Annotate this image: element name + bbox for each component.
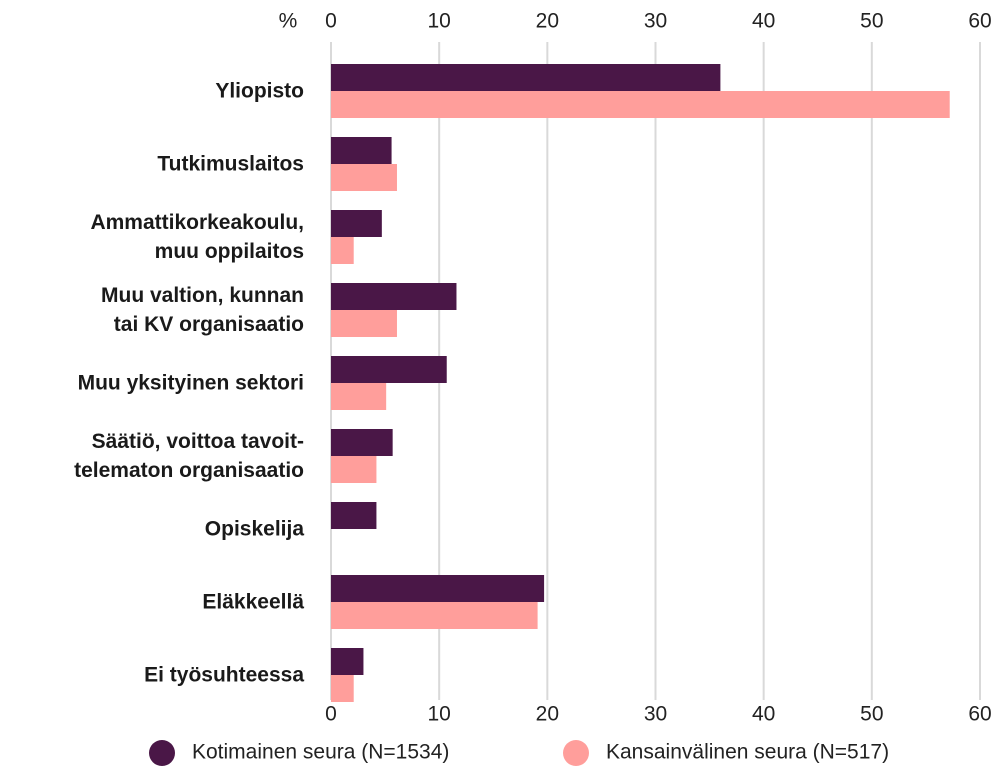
- bar: [331, 310, 397, 337]
- x-tick-label: 20: [536, 10, 559, 33]
- category-label: Muu valtion, kunnan tai KV organisaatio: [101, 284, 304, 336]
- x-tick-label: 30: [644, 10, 667, 33]
- bar: [331, 91, 950, 118]
- bar: [331, 283, 457, 310]
- category-label: Opiskelija: [204, 517, 304, 541]
- bar: [331, 648, 364, 675]
- x-tick-label: 0: [325, 10, 337, 33]
- bar: [331, 210, 382, 237]
- category-label: Ei työsuhteessa: [144, 663, 304, 687]
- bar: [331, 237, 354, 264]
- bar: [331, 429, 393, 456]
- x-tick-label: 40: [752, 703, 775, 726]
- x-tick-label: 10: [427, 10, 450, 33]
- bar: [331, 64, 721, 91]
- bar: [331, 383, 387, 410]
- bar: [331, 356, 447, 383]
- legend-label: Kansainvälinen seura (N=517): [606, 741, 889, 764]
- category-label: Ammattikorkeakoulu, muu oppilaitos: [90, 211, 304, 263]
- x-tick-label: 20: [536, 703, 559, 726]
- axis-unit: %: [279, 10, 298, 33]
- legend-swatch: [563, 740, 589, 766]
- category-label: Eläkkeellä: [202, 590, 304, 614]
- category-label: Yliopisto: [215, 79, 304, 103]
- x-tick-label: 50: [860, 10, 883, 33]
- bar: [331, 137, 392, 164]
- legend-swatch: [149, 740, 175, 766]
- x-tick-label: 60: [968, 703, 991, 726]
- category-label: Säätiö, voittoa tavoit- telematon organi…: [74, 430, 304, 482]
- category-label: Muu yksityinen sektori: [77, 371, 304, 395]
- bar: [331, 675, 354, 702]
- category-label: Tutkimuslaitos: [157, 152, 304, 176]
- x-tick-label: 30: [644, 703, 667, 726]
- legend-label: Kotimainen seura (N=1534): [192, 741, 449, 764]
- x-tick-label: 40: [752, 10, 775, 33]
- x-tick-label: 0: [325, 703, 337, 726]
- bar: [331, 502, 377, 529]
- bar: [331, 602, 538, 629]
- x-tick-label: 60: [968, 10, 991, 33]
- x-tick-label: 10: [427, 703, 450, 726]
- bar: [331, 164, 397, 191]
- x-tick-label: 50: [860, 703, 883, 726]
- bar: [331, 456, 377, 483]
- bar: [331, 575, 545, 602]
